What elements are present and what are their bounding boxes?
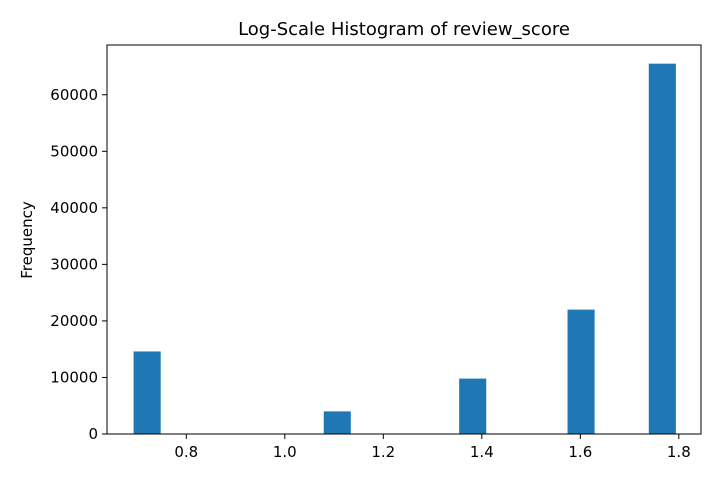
bars-group	[133, 63, 676, 434]
y-tick-label: 50000	[50, 142, 98, 160]
x-tick-label: 1.2	[371, 443, 395, 461]
x-tick-label: 1.0	[273, 443, 297, 461]
x-axis-ticks: 0.8 1.0 1.2 1.4 1.6 1.8	[174, 434, 691, 461]
x-tick-label: 1.6	[568, 443, 592, 461]
histogram-bar-3	[567, 309, 595, 434]
histogram-bar-1	[323, 411, 351, 434]
plot-frame	[106, 44, 702, 435]
y-tick-label: 0	[88, 425, 98, 443]
histogram-bar-2	[459, 378, 487, 434]
y-tick-label: 20000	[50, 312, 98, 330]
y-tick-label: 10000	[50, 368, 98, 386]
chart-title: Log-Scale Histogram of review_score	[238, 19, 570, 40]
y-tick-label: 60000	[50, 86, 98, 104]
y-tick-label: 30000	[50, 255, 98, 273]
x-tick-label: 0.8	[174, 443, 198, 461]
y-axis-ticks: 0 10000 20000 30000 40000 50000 60000	[50, 86, 107, 443]
y-tick-label: 40000	[50, 199, 98, 217]
x-tick-label: 1.8	[667, 443, 691, 461]
histogram-bar-4	[648, 63, 676, 434]
x-tick-label: 1.4	[470, 443, 494, 461]
histogram-bar-0	[133, 351, 161, 434]
y-axis-label: Frequency	[18, 201, 36, 279]
